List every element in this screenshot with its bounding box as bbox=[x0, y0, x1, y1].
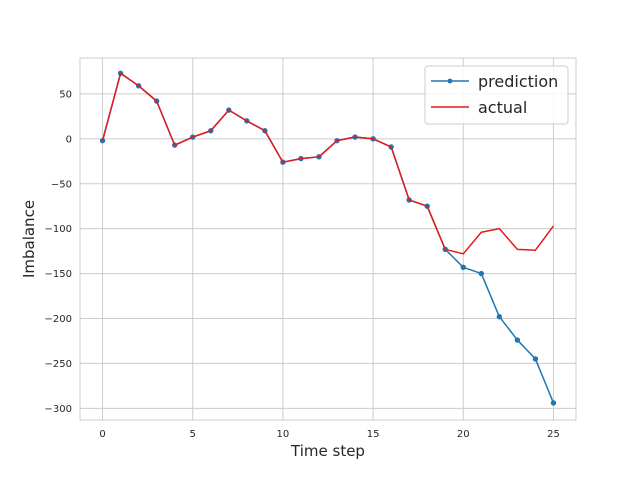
x-tick-label: 20 bbox=[457, 429, 470, 440]
data-point-prediction bbox=[550, 400, 557, 406]
legend: prediction actual bbox=[424, 65, 569, 125]
y-tick-label: −100 bbox=[45, 224, 72, 235]
data-point-prediction bbox=[496, 313, 503, 320]
data-point-prediction bbox=[532, 356, 539, 362]
data-point-prediction bbox=[460, 264, 466, 270]
data-point-prediction bbox=[514, 337, 521, 343]
legend-label-prediction: prediction bbox=[478, 72, 558, 91]
legend-item-prediction: prediction bbox=[431, 72, 558, 91]
x-tick-label: 5 bbox=[190, 429, 196, 440]
legend-marker-prediction bbox=[447, 78, 453, 84]
legend-label-actual: actual bbox=[478, 98, 527, 117]
legend-item-actual: actual bbox=[431, 98, 527, 117]
y-tick-label: −150 bbox=[45, 269, 72, 280]
series bbox=[99, 70, 557, 406]
x-tick-label: 15 bbox=[367, 429, 380, 440]
y-axis-title: Imbalance bbox=[20, 200, 38, 278]
tick-labels: 0 5 10 15 20 25 50 0 −50 −100 −150 −200 −250 −300 bbox=[45, 89, 560, 440]
x-tick-label: 10 bbox=[277, 429, 290, 440]
data-point-prediction bbox=[478, 270, 485, 277]
y-tick-label: −250 bbox=[45, 359, 72, 370]
y-tick-label: −300 bbox=[45, 404, 72, 415]
y-tick-label: −50 bbox=[51, 179, 72, 190]
x-tick-label: 25 bbox=[547, 429, 560, 440]
y-tick-label: 0 bbox=[66, 134, 72, 145]
series-line-actual bbox=[101, 72, 555, 255]
series-actual bbox=[101, 72, 555, 255]
x-tick-label: 0 bbox=[99, 429, 105, 440]
y-tick-label: −200 bbox=[45, 314, 72, 325]
x-axis-title: Time step bbox=[290, 442, 365, 460]
y-tick-label: 50 bbox=[59, 89, 72, 100]
